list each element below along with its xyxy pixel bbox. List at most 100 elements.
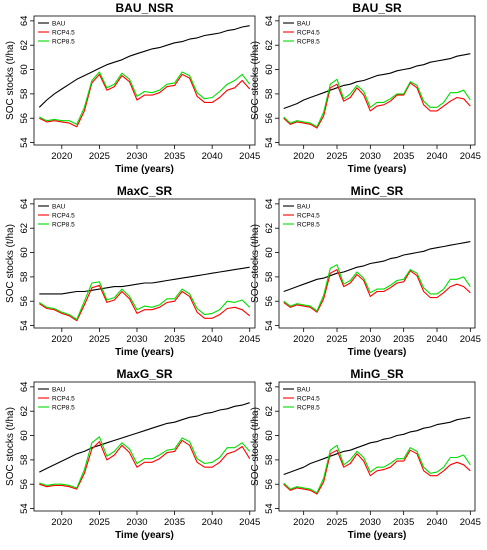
x-tick-label: 2035 <box>164 151 185 162</box>
y-axis-label: SOC stocks (t/ha) <box>250 407 261 486</box>
legend-label: RCP8.5 <box>297 38 320 45</box>
y-tick-label: 56 <box>264 113 275 124</box>
series-line-rcp45 <box>39 73 251 128</box>
y-tick-label: 62 <box>19 40 30 51</box>
legend-label: BAU <box>297 203 311 210</box>
legend-label: RCP8.5 <box>52 404 75 411</box>
x-tick-label: 2040 <box>202 334 223 345</box>
y-tick-label: 64 <box>19 382 30 393</box>
x-tick-label: 2025 <box>326 151 347 162</box>
legend-label: BAU <box>297 386 311 393</box>
chart-title: MaxG_SR <box>116 367 172 381</box>
panel-maxg-sr: MaxG_SR 2020 2025 2030 2035 2040 2045 54 56 58 60 6… <box>5 367 260 541</box>
x-tick-label: 2020 <box>51 334 72 345</box>
legend-label: RCP8.5 <box>52 38 75 45</box>
legend-label: BAU <box>297 20 311 27</box>
plot-frame <box>33 381 256 512</box>
x-tick-label: 2045 <box>460 334 481 345</box>
legend-label: BAU <box>52 203 66 210</box>
chart-title: BAU_NSR <box>115 1 173 15</box>
x-tick-label: 2035 <box>164 334 185 345</box>
y-tick-label: 60 <box>264 64 275 75</box>
x-axis-label: Time (years) <box>115 530 174 541</box>
x-tick-label: 2030 <box>360 517 381 528</box>
y-tick-label: 58 <box>264 272 275 283</box>
y-axis-label: SOC stocks (t/ha) <box>5 407 16 486</box>
series-line-rcp85 <box>39 71 251 125</box>
y-tick-label: 60 <box>264 430 275 441</box>
plot-frame <box>33 198 256 329</box>
legend-label: RCP4.5 <box>297 395 320 402</box>
x-axis-label: Time (years) <box>348 164 407 175</box>
y-tick-label: 58 <box>19 89 30 100</box>
legend-label: RCP4.5 <box>52 212 75 219</box>
plot-frame <box>278 15 476 146</box>
y-tick-label: 64 <box>264 16 275 27</box>
x-tick-label: 2040 <box>202 517 223 528</box>
legend-label: RCP4.5 <box>297 212 320 219</box>
y-tick-label: 54 <box>19 137 30 148</box>
x-axis-label: Time (years) <box>115 164 174 175</box>
x-tick-label: 2040 <box>426 334 447 345</box>
y-tick-label: 54 <box>264 503 275 514</box>
y-tick-label: 54 <box>264 137 275 148</box>
x-tick-label: 2020 <box>293 151 314 162</box>
x-tick-label: 2020 <box>293 517 314 528</box>
x-tick-label: 2040 <box>202 151 223 162</box>
x-tick-label: 2025 <box>89 334 110 345</box>
y-tick-label: 58 <box>264 89 275 100</box>
panel-maxc-sr: MaxC_SR 2020 2025 2030 2035 2040 2045 54 56 58 60 6… <box>5 184 260 358</box>
y-axis-label: SOC stocks (t/ha) <box>5 41 16 120</box>
panel-minc-sr: MinC_SR 2020 2025 2030 2035 2040 2045 54 56 58 60 6… <box>250 184 481 358</box>
y-tick-label: 62 <box>264 223 275 234</box>
plot-frame <box>33 15 256 146</box>
chart-title: MinG_SR <box>350 367 404 381</box>
x-tick-label: 2025 <box>89 517 110 528</box>
x-tick-label: 2020 <box>51 517 72 528</box>
series-line-rcp85 <box>38 281 251 321</box>
y-tick-label: 58 <box>19 455 30 466</box>
plot-frame <box>278 381 476 512</box>
x-tick-label: 2030 <box>126 517 147 528</box>
x-tick-label: 2020 <box>51 151 72 162</box>
legend-label: RCP8.5 <box>297 404 320 411</box>
series-line-rcp85 <box>39 436 251 489</box>
series-line-bau <box>283 416 471 476</box>
series-line-bau <box>38 25 250 108</box>
legend-label: RCP8.5 <box>52 221 75 228</box>
y-tick-label: 56 <box>19 296 30 307</box>
chart-title: MinC_SR <box>351 184 404 198</box>
y-axis-label: SOC stocks (t/ha) <box>250 224 261 303</box>
x-tick-label: 2035 <box>393 151 414 162</box>
series-line-rcp45 <box>39 284 251 322</box>
y-axis-label: SOC stocks (t/ha) <box>5 224 16 303</box>
y-tick-label: 60 <box>264 247 275 258</box>
chart-title: BAU_SR <box>352 1 402 15</box>
y-tick-label: 58 <box>19 272 30 283</box>
y-tick-label: 60 <box>19 430 30 441</box>
y-tick-label: 56 <box>19 113 30 124</box>
x-tick-label: 2025 <box>89 151 110 162</box>
x-tick-label: 2045 <box>239 334 260 345</box>
x-tick-label: 2045 <box>239 517 260 528</box>
legend-label: BAU <box>52 20 66 27</box>
y-tick-label: 62 <box>19 406 30 417</box>
x-tick-label: 2040 <box>426 517 447 528</box>
x-tick-label: 2035 <box>393 517 414 528</box>
y-tick-label: 54 <box>19 503 30 514</box>
x-axis-label: Time (years) <box>115 347 174 358</box>
x-tick-label: 2035 <box>164 517 185 528</box>
series-line-rcp85 <box>283 264 471 312</box>
y-tick-label: 56 <box>264 296 275 307</box>
x-tick-label: 2025 <box>326 517 347 528</box>
x-tick-label: 2030 <box>360 334 381 345</box>
y-tick-label: 58 <box>264 455 275 466</box>
series-line-rcp45 <box>283 82 471 129</box>
series-line-bau <box>39 266 250 295</box>
y-tick-label: 62 <box>264 406 275 417</box>
y-tick-label: 56 <box>264 479 275 490</box>
y-tick-label: 62 <box>264 40 275 51</box>
series-line-rcp45 <box>283 269 471 313</box>
series-line-rcp85 <box>283 444 471 494</box>
series-line-bau <box>283 241 471 293</box>
